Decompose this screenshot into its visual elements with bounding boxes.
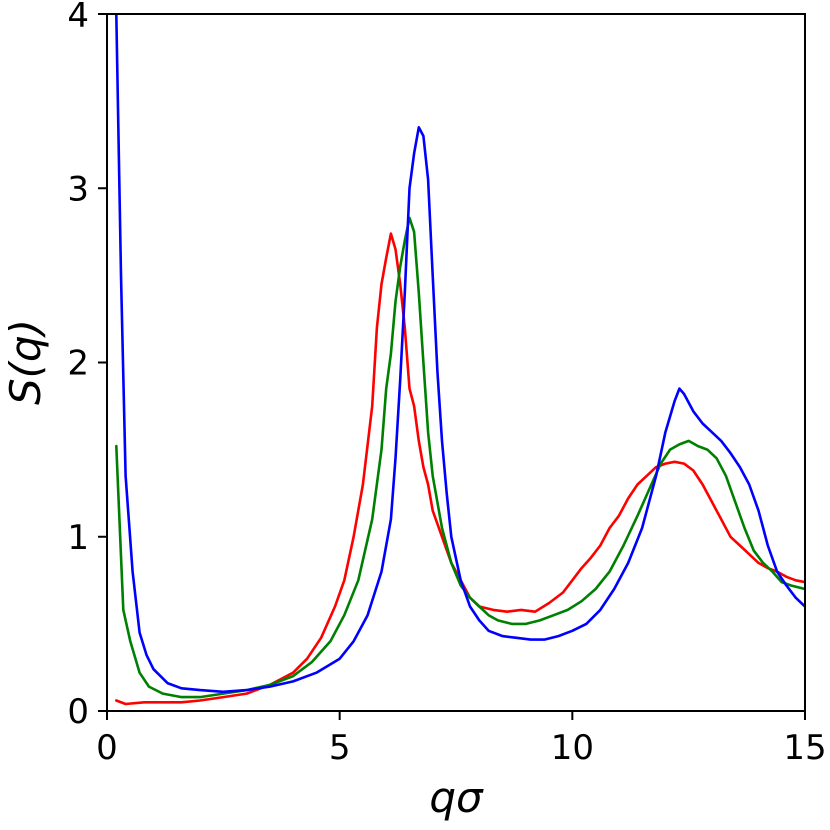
plot-frame <box>106 13 806 712</box>
y-tick-label: 1 <box>67 518 89 558</box>
y-tick-label: 2 <box>67 344 89 384</box>
y-tick-label: 0 <box>67 692 89 732</box>
x-tick-label: 15 <box>783 728 826 768</box>
red-series-line <box>115 232 805 706</box>
x-tick-label: 0 <box>96 728 118 768</box>
x-axis: 0 5 10 15 <box>96 711 827 768</box>
y-axis: 0 1 2 3 4 <box>67 0 107 732</box>
y-tick-label: 4 <box>67 0 89 36</box>
y-tick-label: 3 <box>67 169 89 209</box>
series-layer <box>115 14 805 706</box>
blue-series-line <box>115 14 805 694</box>
x-tick-label: 10 <box>551 728 594 768</box>
x-axis-label: qσ <box>429 773 484 822</box>
y-axis-label: S(q) <box>1 319 50 405</box>
green-series-line <box>115 216 805 699</box>
x-tick-label: 5 <box>329 728 351 768</box>
